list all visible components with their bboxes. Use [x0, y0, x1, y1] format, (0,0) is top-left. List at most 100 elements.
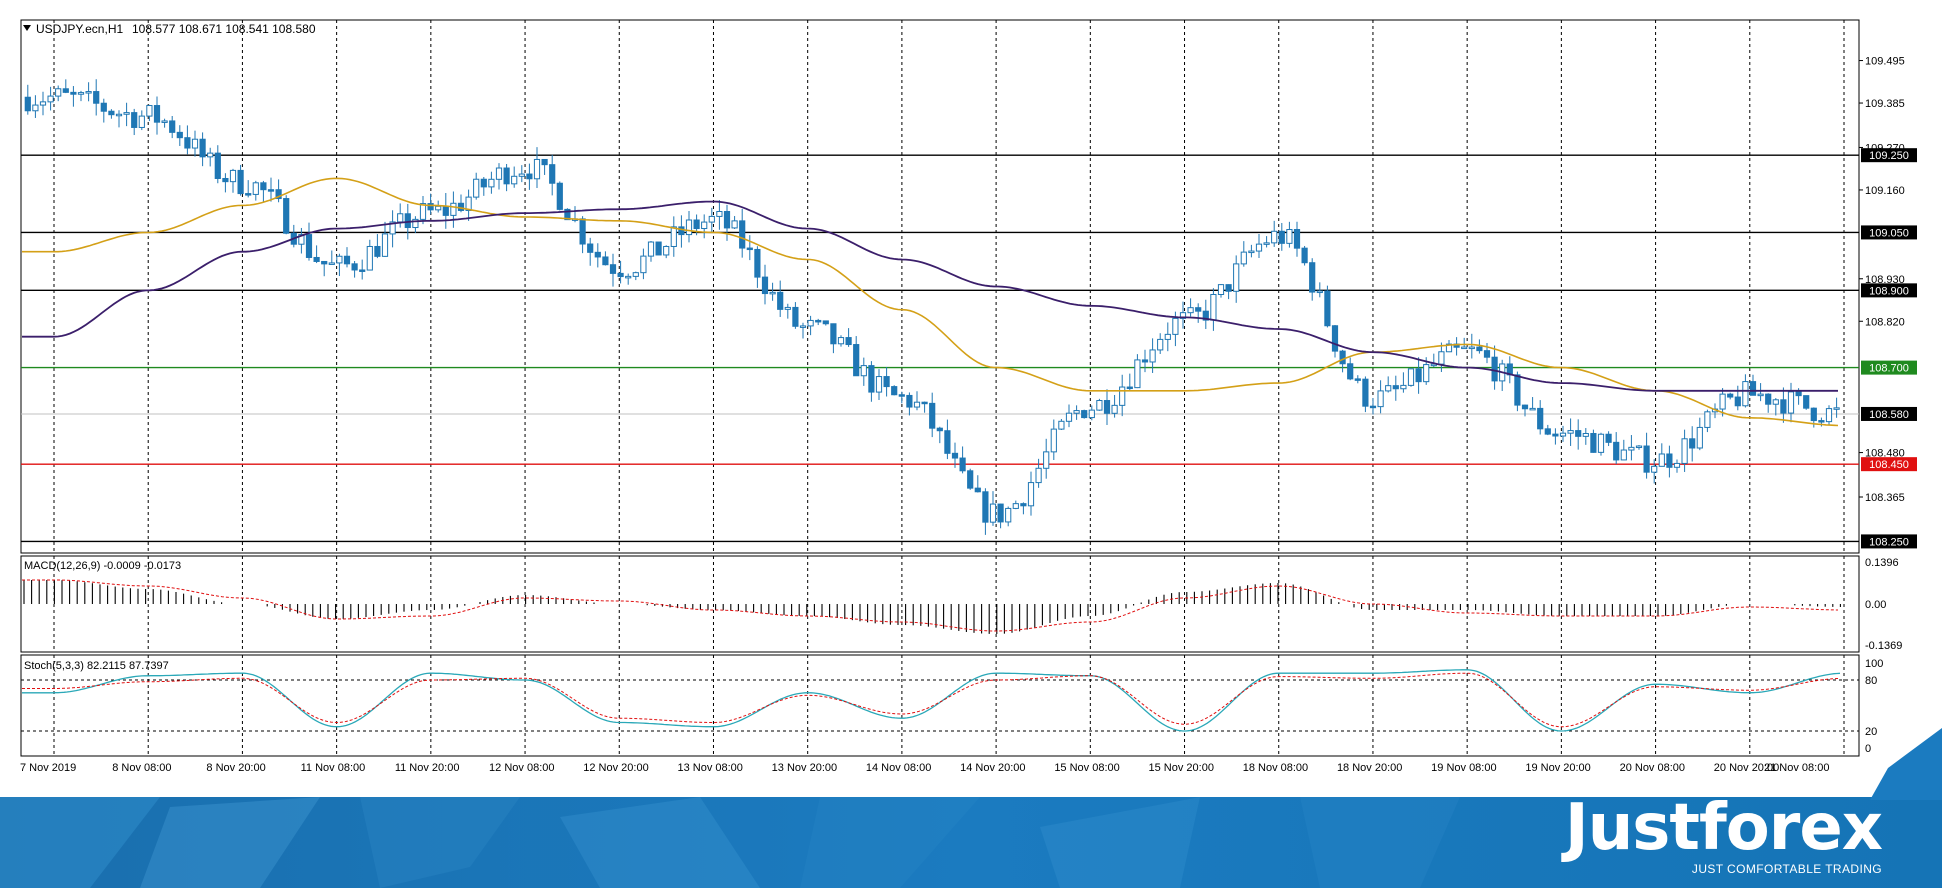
candle-body-102 — [799, 325, 807, 328]
candle-body-60 — [480, 178, 487, 188]
price-panel[interactable] — [20, 19, 1860, 554]
candle-body-84 — [663, 245, 670, 256]
time-tick-2: 8 Nov 20:00 — [206, 762, 265, 774]
stoch-main-line — [22, 669, 1841, 732]
candle-body-146 — [1134, 359, 1141, 389]
candle-body-13 — [123, 112, 130, 115]
candle-body-26 — [222, 177, 229, 183]
candle-body-200 — [1544, 428, 1551, 435]
candle-body-234 — [1803, 395, 1810, 409]
candle-body-119 — [929, 402, 936, 429]
candle-body-2 — [39, 101, 47, 106]
dropdown-triangle-icon[interactable] — [23, 25, 31, 31]
time-tick-13: 18 Nov 08:00 — [1243, 762, 1308, 774]
candle-body-219 — [1689, 438, 1696, 449]
candle-body-85 — [670, 226, 677, 247]
candle-body-14 — [131, 112, 138, 128]
candle-body-6 — [70, 91, 77, 95]
candle-body-62 — [495, 167, 503, 180]
candle-body-160 — [1240, 251, 1247, 265]
candle-body-113 — [883, 376, 890, 388]
candle-body-67 — [533, 158, 541, 180]
candle-body-112 — [875, 376, 883, 393]
candle-body-225 — [1734, 396, 1741, 407]
candle-body-17 — [153, 105, 161, 123]
candle-body-231 — [1780, 399, 1787, 414]
candle-body-180 — [1392, 385, 1399, 390]
candle-body-149 — [1157, 338, 1164, 351]
candle-body-15 — [138, 115, 145, 128]
candle-body-65 — [518, 173, 525, 177]
macd-panel[interactable] — [20, 555, 1860, 653]
candle-body-110 — [860, 365, 867, 377]
brand-tagline: JUST COMFORTABLE TRADING — [1691, 862, 1882, 876]
macd-indicator: 0.1396 0.00 -0.1369 — [22, 557, 1902, 652]
level-price-label-5: 108.250 — [1869, 536, 1909, 548]
candle-body-108 — [845, 337, 852, 346]
candle-body-53 — [427, 203, 434, 211]
candle-body-54 — [435, 205, 442, 211]
candle-body-177 — [1369, 405, 1377, 409]
macd-tick-0: 0.1396 — [1865, 557, 1899, 569]
candle-body-220 — [1696, 426, 1703, 449]
candle-body-196 — [1514, 374, 1521, 406]
candle-body-143 — [1111, 404, 1118, 414]
level-price-box-5 — [1861, 534, 1917, 549]
candle-body-20 — [176, 131, 183, 139]
candle-body-28 — [237, 169, 244, 195]
candle-body-150 — [1164, 333, 1171, 340]
candle-body-64 — [511, 175, 518, 185]
candle-body-172 — [1331, 325, 1339, 352]
ma-slow-line — [22, 200, 1838, 392]
candle-body-16 — [146, 105, 153, 117]
candle-body-24 — [207, 152, 214, 158]
candle-body-144 — [1119, 386, 1126, 406]
candle-body-161 — [1248, 250, 1255, 254]
candle-body-227 — [1749, 381, 1757, 396]
candle-body-88 — [693, 219, 700, 230]
candle-body-55 — [442, 205, 449, 216]
candle-body-122 — [951, 452, 959, 459]
candle-body-232 — [1787, 391, 1795, 414]
time-tick-4: 11 Nov 20:00 — [395, 762, 460, 774]
candle-body-187 — [1445, 343, 1453, 353]
candle-body-77 — [609, 264, 617, 274]
time-tick-12: 15 Nov 20:00 — [1149, 762, 1214, 774]
candle-body-175 — [1354, 378, 1361, 381]
candle-body-76 — [602, 256, 609, 266]
candle-body-74 — [587, 243, 594, 253]
candle-body-105 — [822, 320, 829, 325]
candle-body-93 — [731, 220, 738, 229]
banner-corner-shape — [1870, 728, 1942, 800]
candle-body-8 — [85, 91, 92, 94]
candle-body-212 — [1635, 445, 1643, 449]
candle-body-58 — [465, 196, 472, 211]
candle-body-203 — [1567, 430, 1574, 434]
candle-body-156 — [1210, 293, 1217, 321]
candle-body-163 — [1263, 242, 1270, 245]
candle-body-210 — [1620, 449, 1627, 461]
candle-body-43 — [351, 263, 358, 271]
stoch-panel[interactable] — [20, 654, 1860, 757]
level-price-box-4 — [1861, 457, 1917, 472]
candle-body-61 — [488, 178, 495, 188]
candle-body-139 — [1081, 410, 1088, 419]
candle-body-125 — [974, 487, 981, 493]
candle-body-151 — [1172, 317, 1179, 335]
candle-body-147 — [1141, 359, 1149, 363]
level-price-box-3 — [1861, 360, 1917, 375]
candle-body-137 — [1065, 412, 1073, 422]
candle-body-32 — [267, 189, 275, 192]
candle-body-153 — [1187, 307, 1194, 314]
candle-body-68 — [541, 158, 548, 166]
candle-body-199 — [1537, 407, 1544, 430]
symbol-title: USDJPY.ecn,H1 — [36, 22, 123, 36]
candle-body-171 — [1324, 290, 1331, 327]
candle-body-83 — [655, 241, 662, 256]
candle-body-4 — [55, 88, 62, 97]
time-tick-15: 19 Nov 08:00 — [1431, 762, 1496, 774]
candle-body-217 — [1673, 462, 1681, 468]
candle-body-7 — [77, 92, 85, 95]
candle-body-86 — [678, 226, 685, 236]
